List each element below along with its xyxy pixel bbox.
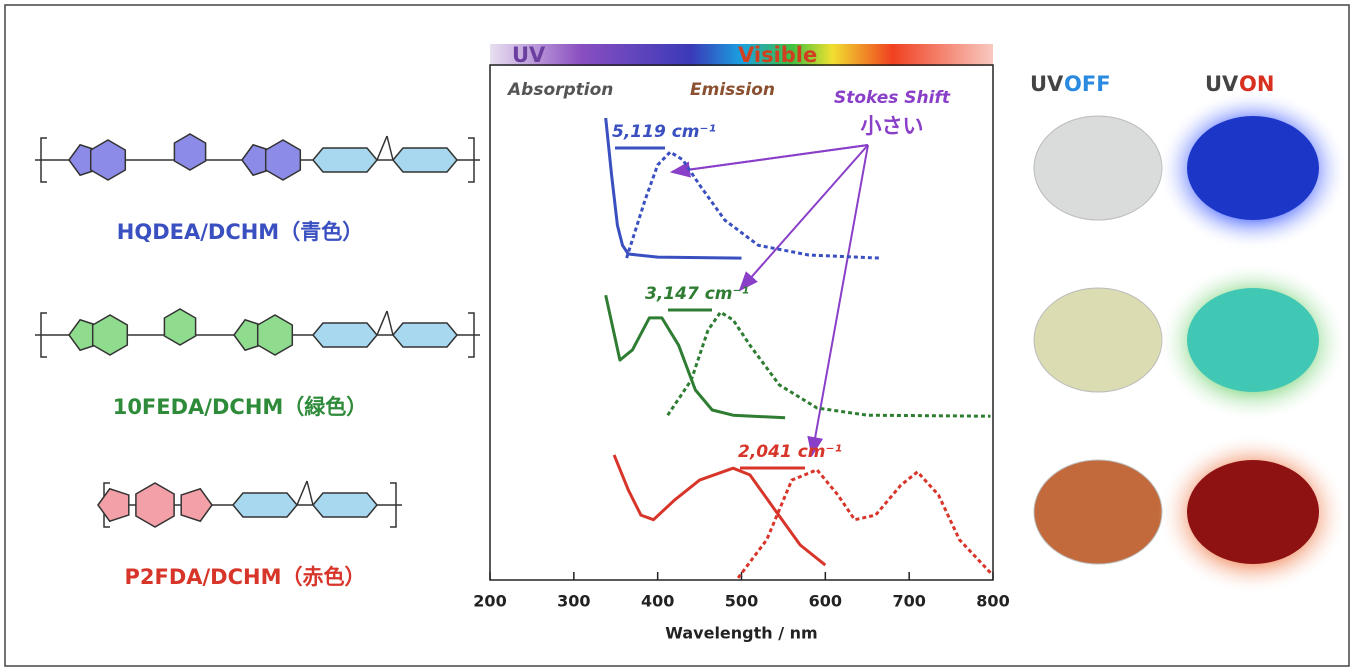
cyclohexane: [312, 322, 378, 348]
spectrum-line: [604, 117, 742, 260]
bracket: [40, 312, 47, 358]
stokes-shift-label: Stokes Shift: [834, 88, 951, 108]
cyclohexane: [232, 492, 298, 518]
ring: [89, 139, 127, 181]
cyclohexane: [392, 147, 458, 173]
emission-label: Emission: [690, 80, 775, 100]
arrow: [807, 144, 869, 457]
bracket: [468, 137, 475, 183]
x-tick-label: 600: [809, 592, 842, 611]
x-axis-label: Wavelength / nm: [665, 624, 817, 643]
x-tick-label: 700: [892, 592, 925, 611]
ring: [180, 487, 213, 523]
ring: [173, 133, 207, 171]
spectrum-line: [736, 468, 992, 579]
ring: [97, 487, 130, 523]
cyclohexane: [312, 147, 378, 173]
spectrum-line: [666, 310, 991, 418]
ring: [163, 308, 197, 346]
bond: [386, 135, 394, 161]
spectrum-chart: UV Visible 200 300 400 500 600 700 800 Wavelength…: [473, 43, 1009, 643]
spectrum-line: [612, 454, 827, 567]
plot-frame: [489, 64, 994, 581]
ring: [264, 139, 302, 181]
bond: [296, 480, 308, 506]
structures: HQDEA/DCHM（青色） 10FEDA/DCHM（緑色） P2FDA/DCHM（…: [35, 133, 480, 589]
film-uv-on: [1187, 460, 1319, 564]
bond: [376, 310, 388, 336]
film-uv-on: [1187, 288, 1319, 392]
ring: [256, 314, 294, 356]
spectrum-line: [604, 294, 786, 420]
bond: [306, 480, 314, 506]
spectrum-line: [625, 150, 880, 260]
bracket: [40, 137, 47, 183]
uv-off: OFF: [1064, 72, 1111, 96]
uv-off-uv: UV: [1030, 72, 1064, 96]
uv-banner: UV: [512, 43, 546, 67]
film-uv-off: [1033, 287, 1163, 393]
spectrum-bar: [490, 44, 993, 66]
frame: [4, 4, 1350, 667]
x-tick-label: 300: [557, 592, 590, 611]
bracket: [390, 482, 397, 528]
film-uv-off: [1033, 115, 1163, 221]
photos: UV OFF UV ON: [1030, 72, 1348, 594]
film-uv-on: [1187, 116, 1319, 220]
arrow: [738, 144, 869, 292]
absorption-label: Absorption: [506, 80, 613, 100]
ring: [135, 482, 175, 528]
bond: [386, 310, 394, 336]
cyclohexane: [312, 492, 378, 518]
cyclohexane: [392, 322, 458, 348]
bracket: [468, 312, 475, 358]
polymer-label: 10FEDA/DCHM（緑色）: [113, 395, 368, 419]
visible-banner: Visible: [738, 43, 817, 67]
shift-label: 2,041 cm⁻¹: [738, 442, 842, 462]
small-label: 小さい: [861, 114, 924, 138]
x-tick-label: 500: [725, 592, 758, 611]
bond: [376, 135, 388, 161]
film-uv-off: [1033, 459, 1163, 565]
ring: [91, 314, 129, 356]
x-tick-label: 400: [641, 592, 674, 611]
shift-label: 5,119 cm⁻¹: [612, 122, 716, 142]
x-tick-label: 200: [473, 592, 506, 611]
polymer-label: P2FDA/DCHM（赤色）: [124, 565, 365, 589]
shift-label: 3,147 cm⁻¹: [645, 284, 749, 304]
x-tick-label: 800: [976, 592, 1009, 611]
arrow: [670, 144, 869, 178]
polymer-label: HQDEA/DCHM（青色）: [117, 220, 363, 244]
